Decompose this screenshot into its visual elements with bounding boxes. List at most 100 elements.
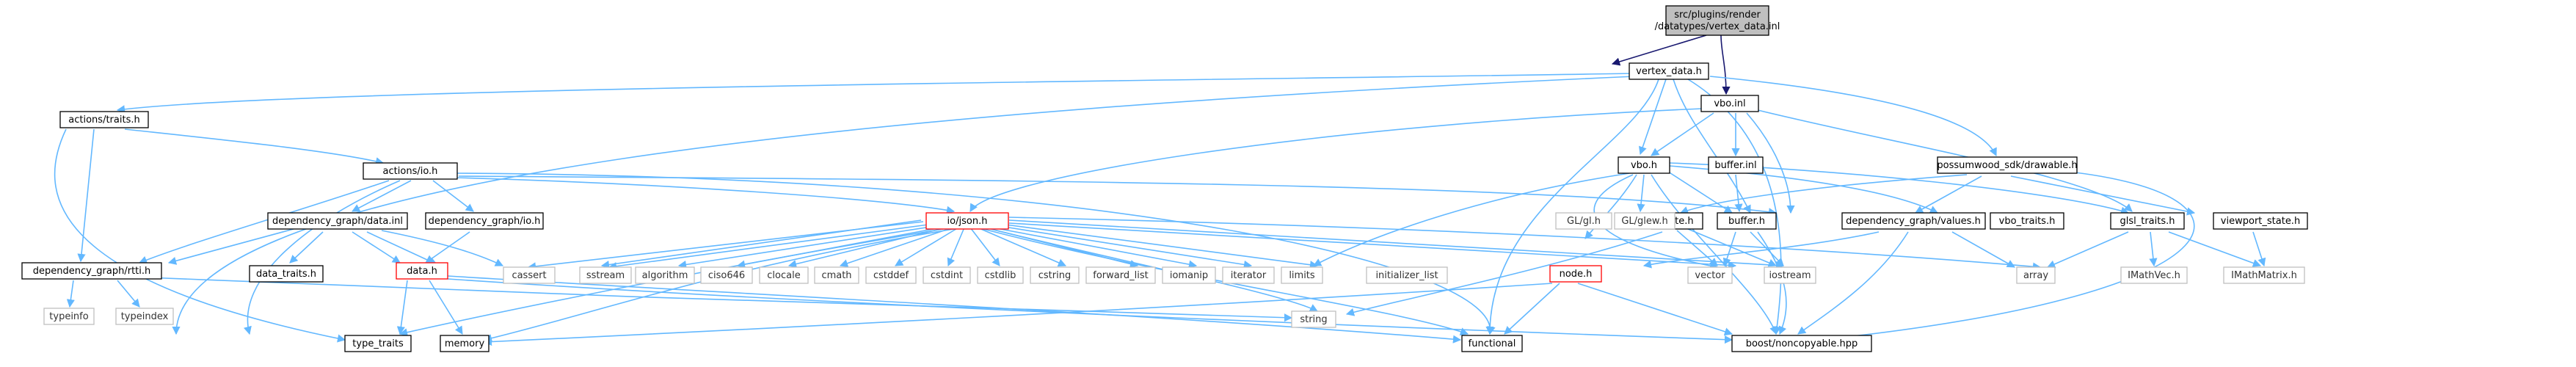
edge-io-json	[454, 177, 956, 214]
node-label: glsl_traits.h	[2120, 216, 2175, 227]
edge-glsl-imathmatrix	[2168, 231, 2262, 267]
edge-json-initlist	[1005, 224, 1319, 269]
edge-bufferinl-bufferh	[1734, 174, 1743, 213]
edge-node-memory	[483, 283, 1553, 346]
node-ciso646[interactable]: ciso646	[700, 266, 753, 284]
node-sstream[interactable]: sstream	[579, 266, 632, 284]
node-cstring[interactable]: cstring	[1030, 266, 1080, 284]
node-typeindex[interactable]: typeindex	[115, 308, 174, 325]
node-root-label-1: src/plugins/render	[1674, 10, 1761, 21]
node-imath-matrix-h[interactable]: IMathMatrix.h	[2223, 266, 2305, 284]
node-actions-io-h[interactable]: actions/io.h	[363, 162, 458, 180]
node-dependency-graph-io-h[interactable]: dependency_graph/io.h	[425, 212, 544, 230]
edge-vboinl-iostream	[1746, 112, 1795, 214]
node-type-traits[interactable]: type_traits	[344, 335, 412, 352]
edge-rtti-typeinfo	[66, 280, 75, 308]
node-label: vector	[1695, 270, 1725, 281]
edge-traits-io	[124, 128, 385, 166]
node-io-json-h[interactable]: io/json.h	[925, 212, 1009, 230]
node-label: string	[1300, 314, 1327, 325]
edge-datainl-rtti	[167, 228, 294, 265]
node-glsl-traits-h[interactable]: glsl_traits.h	[2110, 212, 2185, 230]
node-label: vbo.inl	[1714, 98, 1745, 109]
header-row: sstream cassert algorithm ciso646 clocal…	[503, 266, 2305, 284]
node-data-traits-h[interactable]: data_traits.h	[249, 265, 324, 283]
node-dependency-graph-values-h[interactable]: dependency_graph/values.h	[1841, 212, 1986, 230]
node-label: iterator	[1231, 270, 1267, 281]
node-cstdlib[interactable]: cstdlib	[977, 266, 1024, 284]
node-data-h[interactable]: data.h	[396, 262, 448, 280]
edge-json-iterator	[992, 227, 1198, 269]
node-dependency-graph-rtti-h[interactable]: dependency_graph/rtti.h	[21, 262, 162, 280]
node-label: clocale	[767, 270, 800, 281]
node-iterator[interactable]: iterator	[1222, 266, 1275, 284]
edge-datainl-datah	[352, 231, 401, 264]
edge-io-iostream	[458, 175, 1778, 217]
edge-datainl-cassert	[381, 230, 504, 266]
edge-datainl-datatraits	[289, 231, 324, 264]
node-actions-traits-h[interactable]: actions/traits.h	[59, 111, 149, 128]
node-label: vbo.h	[1631, 160, 1657, 171]
edge-json-vector	[1008, 222, 1737, 270]
node-clocale[interactable]: clocale	[759, 266, 809, 284]
node-label: initializer_list	[1375, 270, 1438, 281]
node-vbo-inl[interactable]: vbo.inl	[1700, 95, 1759, 112]
node-array[interactable]: array	[2016, 266, 2056, 284]
node-iostream[interactable]: iostream	[1764, 266, 1816, 284]
node-label: algorithm	[642, 270, 688, 281]
edge-traits-typetraits	[54, 128, 346, 343]
node-vector[interactable]: vector	[1687, 266, 1733, 284]
node-node-h[interactable]: node.h	[1549, 265, 1602, 283]
node-vbo-traits-h[interactable]: vbo_traits.h	[1990, 212, 2064, 230]
node-functional[interactable]: functional	[1461, 335, 1523, 352]
node-root-label-2: /datatypes/vertex_data.inl	[1655, 21, 1780, 32]
node-cstddef[interactable]: cstddef	[865, 266, 917, 284]
node-imath-vec-h[interactable]: IMathVec.h	[2120, 266, 2188, 284]
node-root[interactable]: src/plugins/render /datatypes/vertex_dat…	[1655, 5, 1780, 36]
node-cassert[interactable]: cassert	[503, 266, 556, 284]
edge-json-typetraits	[399, 228, 944, 337]
edge-datah-functional	[447, 275, 1462, 344]
node-cmath[interactable]: cmath	[814, 266, 859, 284]
node-label: vertex_data.h	[1636, 66, 1702, 77]
node-initializer-list[interactable]: initializer_list	[1366, 266, 1448, 284]
node-gl-gl-h[interactable]: GL/gl.h	[1555, 212, 1612, 230]
node-vertex-data-h[interactable]: vertex_data.h	[1629, 62, 1709, 80]
node-label: boost/noncopyable.hpp	[1746, 338, 1858, 349]
node-boost-noncopyable[interactable]: boost/noncopyable.hpp	[1731, 335, 1872, 352]
edge-json-cstddef	[839, 227, 953, 268]
edge-vertexdata-traits	[116, 73, 1636, 114]
node-typeinfo[interactable]: typeinfo	[43, 308, 95, 325]
edge-vboinl-json	[969, 108, 1703, 212]
node-label: vbo_traits.h	[1999, 216, 2056, 227]
node-memory[interactable]: memory	[440, 335, 490, 352]
node-gl-glew-h-box[interactable]: GL/glew.h	[1614, 212, 1676, 230]
edge-io-functional	[454, 172, 1496, 335]
edge-drawable-state	[1679, 174, 1968, 214]
node-cstdint[interactable]: cstdint	[923, 266, 971, 284]
node-viewport-state-h[interactable]: viewport_state.h	[2213, 212, 2308, 230]
edge-json-memory	[483, 228, 955, 343]
node-dependency-graph-data-inl[interactable]: dependency_graph/data.inl	[267, 212, 408, 230]
edge-bufferh-boost	[1757, 231, 1787, 335]
node-iomanip[interactable]: iomanip	[1162, 266, 1216, 284]
edge-glsl-array	[2046, 231, 2129, 269]
edge-vboh-boost	[1651, 174, 1778, 335]
node-buffer-inl[interactable]: buffer.inl	[1708, 156, 1764, 174]
node-label: io/json.h	[947, 216, 988, 227]
node-algorithm-visible[interactable]: algorithm	[635, 266, 695, 284]
node-buffer-h[interactable]: buffer.h	[1717, 212, 1777, 230]
edge-json-ciso646	[677, 225, 936, 269]
node-forward-list[interactable]: forward_list	[1085, 266, 1156, 284]
edge-vbotraits-array	[1951, 231, 2015, 268]
node-label: type_traits	[352, 338, 404, 349]
node-vbo-h[interactable]: vbo.h	[1618, 156, 1670, 174]
edge-root-vertex_data	[1611, 34, 1707, 66]
node-label: dependency_graph/data.inl	[272, 216, 403, 227]
node-string[interactable]: string	[1291, 310, 1336, 328]
edge-rtti-string	[146, 277, 1293, 322]
node-limits[interactable]: limits	[1281, 266, 1323, 284]
node-possumwood-drawable-h[interactable]: possumwood_sdk/drawable.h	[1937, 156, 2078, 174]
node-label: limits	[1289, 270, 1315, 281]
